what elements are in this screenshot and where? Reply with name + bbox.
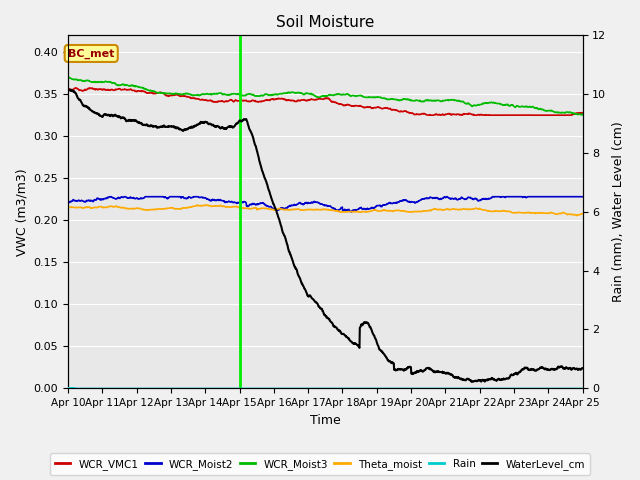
Y-axis label: VWC (m3/m3): VWC (m3/m3) bbox=[15, 168, 28, 256]
X-axis label: Time: Time bbox=[310, 414, 340, 427]
Legend: WCR_VMC1, WCR_Moist2, WCR_Moist3, Theta_moist, Rain, WaterLevel_cm: WCR_VMC1, WCR_Moist2, WCR_Moist3, Theta_… bbox=[49, 454, 591, 475]
Title: Soil Moisture: Soil Moisture bbox=[276, 15, 374, 30]
Y-axis label: Rain (mm), Water Level (cm): Rain (mm), Water Level (cm) bbox=[612, 121, 625, 302]
Text: BC_met: BC_met bbox=[68, 48, 115, 59]
